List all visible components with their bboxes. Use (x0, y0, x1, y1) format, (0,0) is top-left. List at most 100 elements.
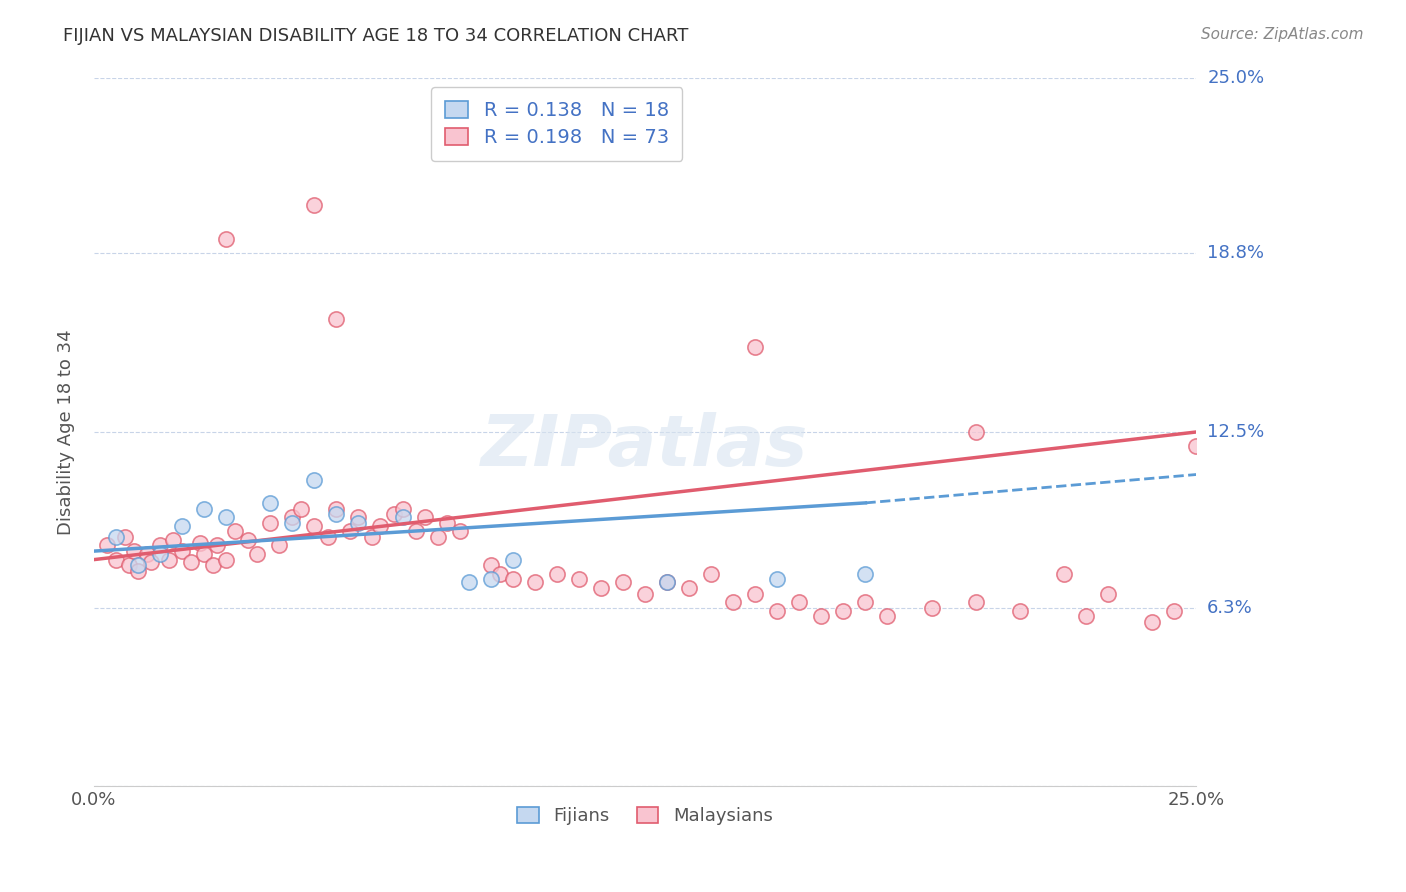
Point (157, 552, 180, 566)
Point (855, 595, 877, 609)
Point (832, 604, 855, 618)
Point (347, 510, 370, 524)
Point (1008, 604, 1031, 618)
Point (405, 524, 427, 539)
Point (965, 595, 987, 609)
Point (1185, 439, 1208, 453)
Point (281, 516, 304, 530)
Point (325, 311, 347, 326)
Point (360, 530, 382, 544)
Point (655, 575, 678, 590)
Point (1163, 604, 1185, 618)
Point (766, 573, 789, 587)
Text: 12.5%: 12.5% (1208, 423, 1264, 441)
Point (259, 496, 281, 510)
Point (118, 558, 141, 573)
Text: 18.8%: 18.8% (1208, 244, 1264, 262)
Point (127, 564, 149, 578)
Point (259, 516, 281, 530)
Point (193, 547, 215, 561)
Point (114, 530, 136, 544)
Point (568, 573, 591, 587)
Text: ZIPatlas: ZIPatlas (481, 412, 808, 481)
Point (744, 340, 766, 354)
Point (457, 575, 479, 590)
Point (721, 595, 744, 609)
Point (193, 501, 215, 516)
Point (122, 544, 145, 558)
Point (304, 198, 326, 212)
Point (269, 538, 291, 552)
Point (1097, 587, 1119, 601)
Point (855, 566, 877, 581)
Point (224, 524, 246, 539)
Point (634, 587, 657, 601)
Point (678, 581, 700, 595)
Point (96, 538, 118, 552)
Point (104, 552, 127, 566)
Legend: Fijians, Malaysians: Fijians, Malaysians (509, 797, 782, 834)
Point (523, 575, 546, 590)
Point (325, 501, 347, 516)
Point (546, 566, 568, 581)
Point (921, 600, 943, 615)
Point (281, 510, 304, 524)
Point (502, 552, 524, 566)
Point (141, 556, 163, 570)
Point (325, 508, 347, 522)
Point (436, 516, 458, 530)
Point (810, 609, 832, 624)
Point (876, 609, 898, 624)
Point (413, 510, 436, 524)
Point (479, 558, 502, 573)
Point (304, 518, 326, 533)
Y-axis label: Disability Age 18 to 34: Disability Age 18 to 34 (58, 329, 75, 535)
Point (215, 510, 238, 524)
Point (612, 575, 634, 590)
Point (391, 501, 413, 516)
Point (149, 547, 172, 561)
Point (215, 232, 238, 246)
Point (789, 595, 811, 609)
Point (382, 508, 405, 522)
Point (316, 530, 339, 544)
Point (347, 516, 370, 530)
Point (655, 575, 678, 590)
Point (215, 552, 238, 566)
Point (127, 558, 149, 573)
Point (149, 538, 172, 552)
Point (766, 604, 789, 618)
Text: 25.0%: 25.0% (1208, 69, 1264, 87)
Point (172, 544, 194, 558)
Point (238, 533, 260, 547)
Point (426, 530, 449, 544)
Point (391, 510, 413, 524)
Point (339, 524, 361, 539)
Point (180, 556, 202, 570)
Text: FIJIAN VS MALAYSIAN DISABILITY AGE 18 TO 34 CORRELATION CHART: FIJIAN VS MALAYSIAN DISABILITY AGE 18 TO… (63, 27, 689, 45)
Text: 6.3%: 6.3% (1208, 599, 1253, 617)
Point (744, 587, 766, 601)
Point (502, 573, 524, 587)
Point (104, 530, 127, 544)
Point (1053, 566, 1076, 581)
Point (1140, 615, 1163, 629)
Point (488, 566, 510, 581)
Point (1074, 609, 1097, 624)
Point (589, 581, 612, 595)
Point (162, 533, 184, 547)
Point (188, 535, 211, 549)
Point (965, 425, 987, 439)
Point (304, 473, 326, 487)
Point (290, 501, 312, 516)
Point (449, 524, 471, 539)
Point (135, 547, 157, 561)
Text: Source: ZipAtlas.com: Source: ZipAtlas.com (1201, 27, 1364, 42)
Point (207, 538, 229, 552)
Point (246, 547, 269, 561)
Point (700, 566, 723, 581)
Point (479, 573, 502, 587)
Point (172, 518, 194, 533)
Point (370, 518, 392, 533)
Point (201, 558, 224, 573)
